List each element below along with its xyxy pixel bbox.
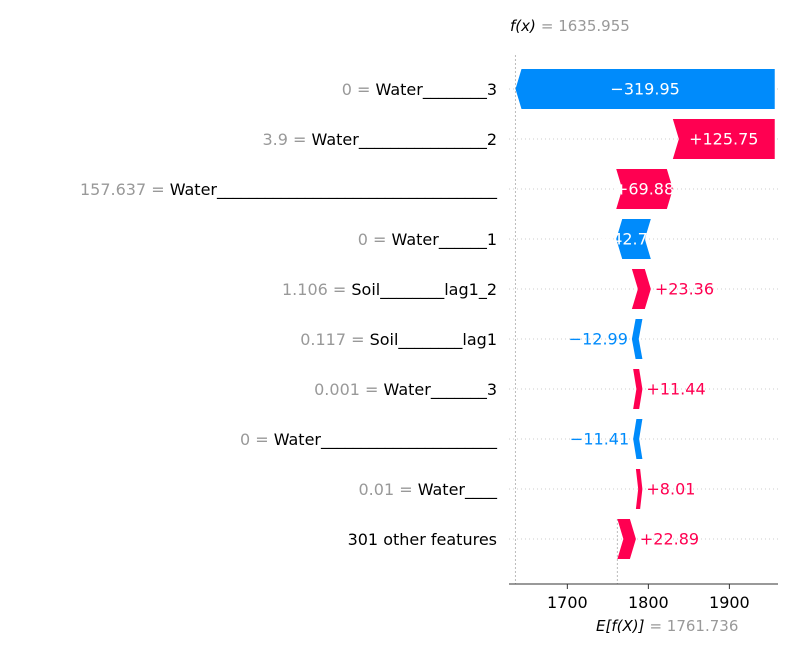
- svg-text:f(x)= 1635.955: f(x) = 1635.955: [510, 17, 630, 35]
- bar-positive: [672, 119, 775, 159]
- bar-value-label: −319.95: [610, 80, 679, 99]
- bar-value-label: +125.75: [689, 130, 758, 149]
- bar-value-label: +69.88: [615, 180, 674, 199]
- feature-label: 0 = Water________3: [342, 80, 497, 100]
- bars: −319.95 +125.75 +69.88 −42.7 +23.36 −12.99 +11…: [515, 69, 775, 559]
- bar-value-label: +22.89: [640, 530, 699, 549]
- bar-value-label: −11.41: [570, 430, 629, 449]
- feature-value: 0.001 =: [314, 380, 383, 399]
- feature-value: 157.637 =: [80, 180, 170, 199]
- x-axis: 1700 1800 1900: [509, 583, 778, 612]
- feature-name: 301 other features: [348, 530, 497, 549]
- feature-name: Water___________________________________: [170, 180, 498, 200]
- bar-negative: [633, 419, 643, 459]
- feature-label: 0.117 = Soil________lag1: [300, 330, 497, 350]
- bar-positive: [633, 369, 643, 409]
- bar-value-label: +23.36: [655, 280, 714, 299]
- bar-positive: [616, 169, 673, 209]
- feature-value: 0 =: [342, 80, 376, 99]
- feature-label: 0 = Water______1: [358, 230, 497, 250]
- bar-positive: [635, 469, 643, 509]
- bar-negative: [616, 219, 651, 259]
- bar-value-label: +11.44: [646, 380, 705, 399]
- feature-name: Water________________2: [312, 130, 497, 150]
- feature-label: 0.01 = Water____: [359, 480, 499, 500]
- feature-label: 0 = Water______________________: [240, 430, 498, 450]
- feature-name: Water______________________: [274, 430, 498, 450]
- bottom-label: E[f(X)] = 1761.736: [596, 617, 738, 635]
- value-guides: [514, 55, 618, 584]
- feature-value: 0.117 =: [300, 330, 369, 349]
- bar-value-label: −12.99: [569, 330, 628, 349]
- top-label: f(x) = 1635.955: [510, 17, 630, 35]
- x-tick-label: 1900: [709, 593, 750, 612]
- feature-value: 0 =: [358, 230, 392, 249]
- feature-label: 3.9 = Water________________2: [262, 130, 497, 150]
- feature-name: Water______1: [392, 230, 497, 250]
- feature-label: 0.001 = Water_______3: [314, 380, 497, 400]
- feature-value: 0.01 =: [359, 480, 418, 499]
- feature-value: 1.106 =: [282, 280, 351, 299]
- feature-name: Water____: [418, 480, 498, 500]
- feature-label: 301 other features: [348, 530, 497, 549]
- feature-labels: 0 = Water________3 3.9 = Water___________…: [80, 80, 498, 549]
- bar-positive: [631, 269, 651, 309]
- feature-name: Water________3: [376, 80, 497, 100]
- svg-text:E[f(X)]= 1761.736: E[f(X)] = 1761.736: [596, 617, 738, 635]
- bar-value-label: +8.01: [646, 480, 695, 499]
- feature-name: Soil________lag1: [370, 330, 497, 350]
- x-tick-label: 1700: [547, 593, 588, 612]
- bar-value-label: −42.7: [599, 230, 648, 249]
- feature-value: 0 =: [240, 430, 274, 449]
- x-tick-label: 1800: [628, 593, 669, 612]
- feature-name: Water_______3: [384, 380, 497, 400]
- bar-positive: [617, 519, 636, 559]
- feature-label: 1.106 = Soil________lag1_2: [282, 280, 497, 300]
- bar-negative: [515, 69, 775, 109]
- fx-value: = 1635.955: [541, 17, 630, 35]
- feature-name: Soil________lag1_2: [351, 280, 497, 300]
- efx-label: E[f(X)]: [596, 617, 645, 635]
- efx-value: = 1761.736: [649, 617, 738, 635]
- fx-label: f(x): [510, 17, 536, 35]
- bar-negative: [631, 319, 643, 359]
- feature-value: 3.9 =: [262, 130, 311, 149]
- feature-label: 157.637 = Water_________________________…: [80, 180, 498, 200]
